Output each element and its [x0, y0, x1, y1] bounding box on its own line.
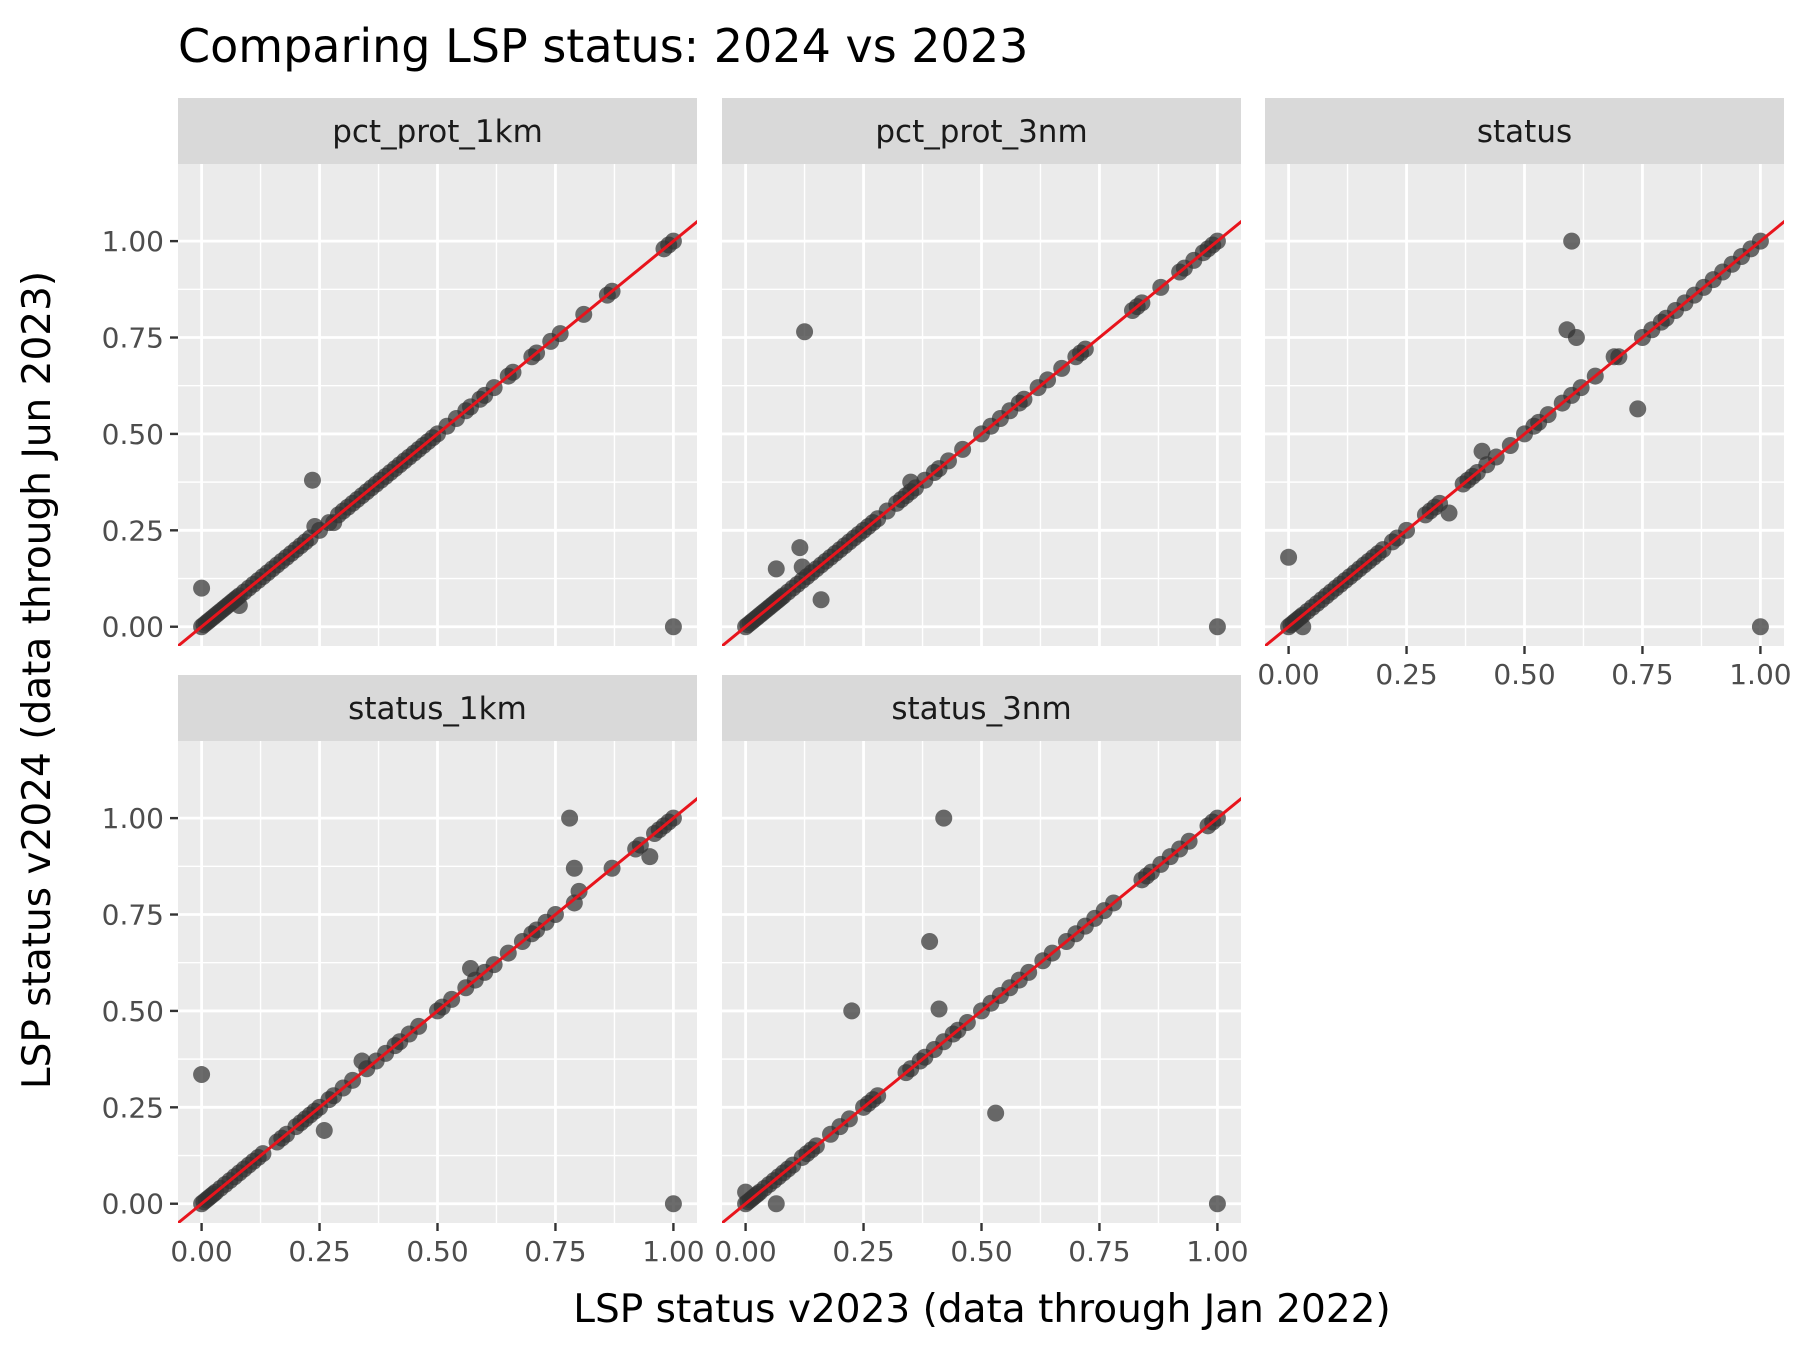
panel-data — [1265, 219, 1784, 646]
data-point — [921, 933, 939, 951]
data-point — [462, 960, 480, 978]
x-tick-label: 0.00 — [714, 1235, 776, 1268]
data-point — [664, 1195, 682, 1213]
facet-strip-label: status_1km — [348, 691, 527, 727]
data-point — [796, 323, 814, 341]
x-tick-label: 0.25 — [1375, 658, 1437, 691]
reference-line — [1265, 219, 1784, 646]
data-point — [641, 848, 659, 866]
data-point — [664, 618, 682, 636]
facet-strip — [178, 675, 697, 741]
data-point — [303, 471, 321, 489]
data-point — [1280, 548, 1298, 566]
facet-pct-prot-3nm: pct_prot_3nm — [722, 98, 1241, 646]
y-tick-label: 0.25 — [102, 1091, 164, 1124]
facet-status: status 0.00 0.25 0.50 0.75 1.00 — [1257, 98, 1792, 691]
data-point — [1473, 442, 1491, 460]
y-tick-label: 0.50 — [102, 995, 164, 1028]
data-point — [793, 558, 811, 576]
panel-data — [722, 796, 1241, 1223]
data-point — [987, 1104, 1005, 1122]
facet-strip-label: status — [1477, 114, 1572, 150]
x-tick-label: 0.50 — [950, 1235, 1012, 1268]
x-tick-label: 0.75 — [524, 1235, 586, 1268]
data-point — [737, 1183, 755, 1201]
data-point — [1567, 329, 1585, 347]
x-tick-label: 1.00 — [642, 1235, 704, 1268]
data-point — [315, 1121, 333, 1139]
data-point — [193, 579, 211, 597]
data-point — [1605, 348, 1623, 366]
data-point — [1208, 1195, 1226, 1213]
y-tick-label: 0.75 — [102, 899, 164, 932]
data-point — [1208, 618, 1226, 636]
data-point — [767, 1195, 785, 1213]
x-tick-label: 0.75 — [1068, 1235, 1130, 1268]
data-point — [930, 1000, 948, 1018]
data-point — [325, 514, 343, 532]
data-point — [1294, 618, 1312, 636]
x-axis-title: LSP status v2023 (data through Jan 2022) — [573, 1287, 1390, 1332]
x-tick-label: 1.00 — [1186, 1235, 1248, 1268]
data-point — [193, 1066, 211, 1084]
reference-line — [178, 796, 697, 1223]
facet-panels: pct_prot_1km0.000.250.500.751.00pct_prot… — [102, 98, 1792, 1268]
x-tick-label: 0.50 — [1493, 658, 1555, 691]
y-tick-label: 1.00 — [102, 225, 164, 258]
panel-data — [178, 219, 697, 646]
x-tick-label: 0.25 — [288, 1235, 350, 1268]
x-tick-label: 0.25 — [832, 1235, 894, 1268]
x-tick-label: 0.00 — [1257, 658, 1319, 691]
data-point — [812, 591, 830, 609]
x-tick-label: 0.00 — [170, 1235, 232, 1268]
data-point — [935, 809, 953, 827]
panel-data — [722, 219, 1241, 646]
data-point — [1563, 232, 1581, 250]
y-tick-label: 0.75 — [102, 322, 164, 355]
data-point — [843, 1002, 861, 1020]
reference-line — [722, 796, 1241, 1223]
y-axis-title: LSP status v2024 (data through Jun 2023) — [15, 271, 60, 1089]
facet-strip — [722, 98, 1241, 164]
facet-pct-prot-1km: pct_prot_1km 0.00 0.25 0.50 0.75 1.00 — [102, 98, 697, 646]
x-tick-label: 1.00 — [1729, 658, 1791, 691]
reference-line — [178, 219, 697, 646]
facet-strip — [1265, 98, 1784, 164]
y-tick-label: 0.25 — [102, 514, 164, 547]
data-point — [561, 809, 579, 827]
reference-line — [722, 219, 1241, 646]
facet-strip-label: status_3nm — [891, 691, 1071, 727]
data-point — [767, 560, 785, 578]
facet-status-1km: status_1km 0.00 0.25 0.50 0.75 1.00 0.00 0.25 0.… — [102, 675, 705, 1268]
y-tick-label: 1.00 — [102, 802, 164, 835]
data-point — [1751, 618, 1769, 636]
data-point — [353, 1052, 371, 1070]
facet-strip-label: pct_prot_3nm — [875, 114, 1087, 150]
y-tick-label: 0.00 — [102, 611, 164, 644]
y-tick-label: 0.00 — [102, 1188, 164, 1221]
facet-status-3nm: status_3nm 0.00 0.25 0.50 0.75 1.00 — [714, 675, 1249, 1268]
facet-strip-label: pct_prot_1km — [332, 114, 543, 150]
data-point — [1440, 504, 1458, 522]
chart-title: Comparing LSP status: 2024 vs 2023 — [178, 19, 1028, 73]
facet-strip — [722, 675, 1241, 741]
panel-data — [178, 796, 697, 1223]
x-tick-label: 0.50 — [406, 1235, 468, 1268]
facet-strip — [178, 98, 697, 164]
x-tick-label: 0.75 — [1611, 658, 1673, 691]
data-point — [1629, 400, 1647, 418]
data-point — [565, 859, 583, 877]
data-point — [791, 539, 809, 557]
y-tick-label: 0.50 — [102, 418, 164, 451]
data-point — [565, 894, 583, 912]
